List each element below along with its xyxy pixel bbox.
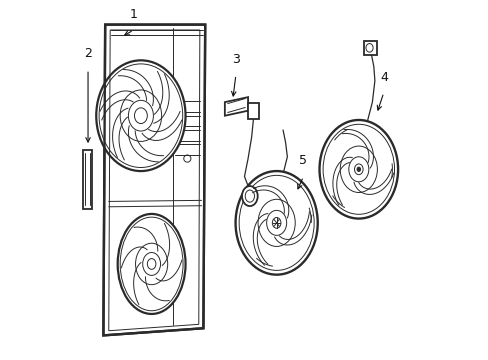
Text: 2: 2 [84,47,92,60]
Text: 5: 5 [299,154,307,167]
Ellipse shape [134,108,147,123]
Polygon shape [224,97,247,116]
Ellipse shape [96,60,185,171]
Polygon shape [364,41,376,55]
Ellipse shape [266,210,286,235]
Ellipse shape [120,217,183,311]
Ellipse shape [242,186,257,206]
Polygon shape [247,103,258,119]
Text: 3: 3 [231,53,240,66]
Ellipse shape [244,190,254,202]
Ellipse shape [356,167,360,171]
Ellipse shape [323,124,394,214]
Text: 4: 4 [379,71,387,84]
Ellipse shape [118,214,185,314]
Ellipse shape [128,100,153,131]
Ellipse shape [239,175,313,270]
Ellipse shape [235,171,317,275]
Ellipse shape [258,199,295,247]
Ellipse shape [272,217,281,228]
Ellipse shape [348,157,368,182]
Ellipse shape [340,146,377,193]
Ellipse shape [120,90,162,141]
Ellipse shape [99,64,183,167]
Ellipse shape [365,44,372,52]
Ellipse shape [319,120,397,219]
Text: 1: 1 [129,8,138,21]
Ellipse shape [354,164,363,175]
Polygon shape [103,24,205,336]
Ellipse shape [142,252,160,275]
Ellipse shape [147,258,156,269]
Ellipse shape [135,243,167,285]
Polygon shape [83,150,92,208]
